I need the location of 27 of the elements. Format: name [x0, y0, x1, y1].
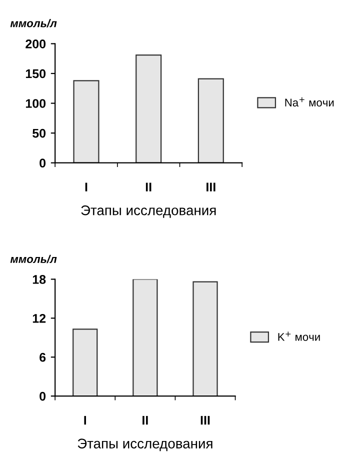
y-tick-label: 12: [32, 314, 46, 323]
bar: [73, 80, 100, 163]
y-tick-label: 50: [32, 128, 46, 138]
legend-label: K$^{+}$ мочи: [278, 332, 320, 341]
x-tick-label: III: [206, 182, 216, 192]
legend-label: Na$^{+}$ мочи: [285, 97, 334, 107]
x-tick-label: I: [84, 416, 86, 425]
x-tick-label: III: [200, 416, 210, 425]
bar: [136, 54, 162, 163]
x-tick-label: II: [142, 416, 148, 425]
y-axis-title: ммоль/л: [10, 254, 57, 264]
y-tick-label: 0: [40, 158, 46, 168]
bar: [198, 78, 224, 163]
bar: [72, 328, 98, 396]
y-tick-label: 0: [40, 392, 46, 401]
x-axis-title: Этапы исследования: [81, 205, 216, 218]
x-axis-title: Этапы исследования: [78, 438, 212, 452]
y-tick-label: 200: [26, 40, 46, 48]
bar: [192, 281, 218, 396]
y-tick-label: 100: [26, 99, 46, 108]
y-tick-label: 6: [40, 352, 46, 362]
x-tick-label: I: [85, 182, 88, 192]
y-axis-title: ммоль/л: [10, 19, 57, 28]
x-tick-label: II: [146, 182, 152, 192]
bar: [132, 279, 158, 396]
y-tick-label: 150: [26, 69, 46, 78]
y-tick-label: 18: [32, 275, 46, 284]
